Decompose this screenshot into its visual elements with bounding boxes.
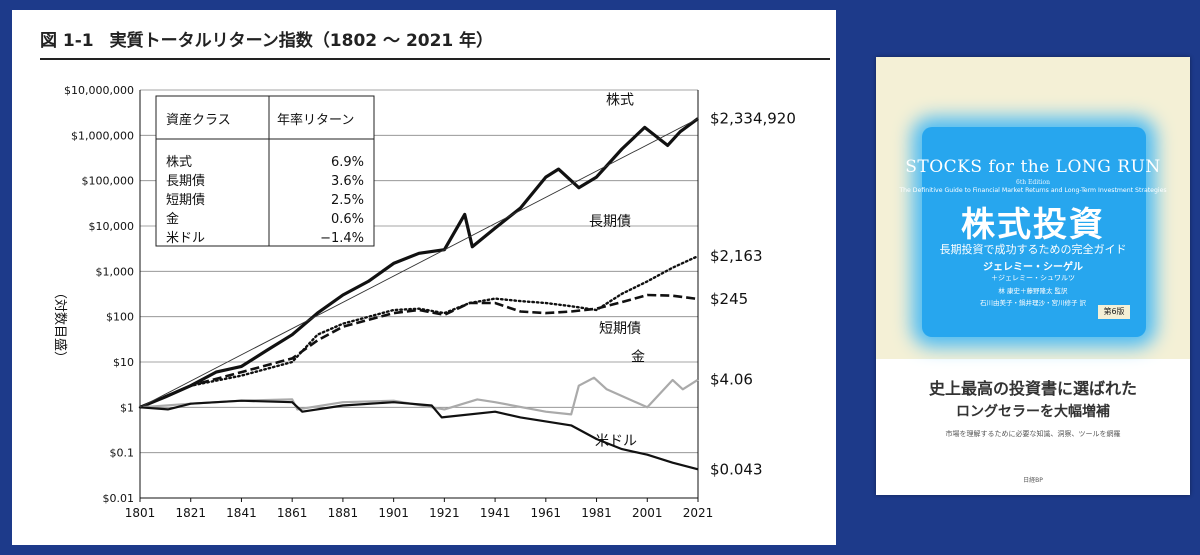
book-description: 市場を理解するために必要な知識、洞察、ツールを網羅 bbox=[945, 430, 1121, 438]
series-group bbox=[138, 117, 700, 471]
table-asset-stocks: 株式 bbox=[166, 155, 192, 170]
table-return-dollar: −1.4% bbox=[320, 231, 364, 246]
x-tick-label: 1901 bbox=[378, 506, 409, 520]
book-title-en: STOCKS for the LONG RUN bbox=[905, 157, 1161, 177]
book-cover: STOCKS for the LONG RUN 6th Edition The … bbox=[876, 57, 1190, 495]
book-title-jp: 株式投資 bbox=[961, 205, 1105, 245]
book-author: ジェレミー・シーゲル bbox=[983, 262, 1083, 273]
y-tick-label: $1 bbox=[120, 401, 134, 414]
table-header-return: 年率リターン bbox=[277, 112, 354, 128]
book-subtitle-jp: 長期投資で成功するための完全ガイド bbox=[939, 243, 1127, 256]
series-name-label: 短期債 bbox=[599, 321, 641, 337]
trend-line bbox=[139, 118, 699, 408]
return-table-box bbox=[155, 95, 375, 247]
figure-title: 図 1-1 実質トータルリターン指数（1802 〜 2021 年） bbox=[40, 24, 830, 60]
x-tick-label: 1841 bbox=[226, 506, 257, 520]
book-translators: 石川由美子・鍋井理沙・宮川修子 訳 bbox=[979, 299, 1087, 307]
x-tick-label: 2001 bbox=[632, 506, 663, 520]
series-line-3 bbox=[139, 376, 699, 416]
book-translators-supervising: 林 康史＋藤野隆太 監訳 bbox=[998, 287, 1068, 295]
return-table: 資産クラス 年率リターン 株式 6.9% 長期債 3.6% 短期債 2.5% 金… bbox=[155, 95, 375, 247]
series-end-value: $4.06 bbox=[710, 371, 753, 389]
table-return-stocks: 6.9% bbox=[331, 155, 364, 170]
book-coauthor: ＋ジェレミー・シュワルツ bbox=[991, 274, 1075, 282]
x-tick-label: 1981 bbox=[581, 506, 612, 520]
table-asset-dollar: 米ドル bbox=[166, 231, 205, 246]
book-catchphrase-2: ロングセラーを大幅増補 bbox=[956, 404, 1110, 420]
table-asset-gold: 金 bbox=[166, 211, 179, 227]
y-axis-label: （対数目盛） bbox=[52, 286, 67, 364]
x-tick-label: 1921 bbox=[429, 506, 460, 520]
series-name-label: 株式 bbox=[606, 93, 634, 109]
book-cover-glow bbox=[922, 127, 1146, 337]
figure-title-text: 実質トータルリターン指数（1802 〜 2021 年） bbox=[109, 31, 494, 51]
chart: $0.01 $0.1 $1 $10 $100 $1,000 $10,000 $100,000 $… bbox=[52, 84, 796, 520]
y-tick-label: $1,000 bbox=[96, 265, 135, 278]
series-name-label: 米ドル bbox=[595, 433, 637, 449]
series-end-value: $2,163 bbox=[710, 247, 763, 265]
y-tick-label: $100,000 bbox=[82, 175, 135, 188]
y-tick-label: $10,000 bbox=[89, 220, 135, 233]
table-header-asset: 資産クラス bbox=[166, 112, 231, 128]
y-tick-label: $0.1 bbox=[110, 447, 135, 460]
book-publisher: 日経BP bbox=[1023, 477, 1043, 484]
x-tick-label: 1821 bbox=[175, 506, 206, 520]
series-end-value: $0.043 bbox=[710, 460, 763, 478]
series-end-value: $245 bbox=[710, 290, 748, 308]
book-catchphrase-1: 史上最高の投資書に選ばれた bbox=[928, 379, 1137, 398]
table-asset-longbond: 長期債 bbox=[166, 174, 205, 189]
x-tick-label: 1881 bbox=[328, 506, 359, 520]
series-labels: 株式 $2,334,920 長期債 $2,163 短期債 $245 金 $4.06 米ドル $0.… bbox=[589, 93, 796, 479]
x-tick-label: 1961 bbox=[531, 506, 562, 520]
series-end-value: $2,334,920 bbox=[710, 110, 796, 128]
y-tick-label: $10,000,000 bbox=[64, 84, 134, 97]
series-name-label: 金 bbox=[631, 350, 645, 366]
x-tick-label: 1801 bbox=[125, 506, 156, 520]
x-tick-label: 1941 bbox=[480, 506, 511, 520]
series-line-4 bbox=[139, 399, 699, 471]
series-line-2 bbox=[139, 293, 699, 409]
book-subtitle-en: The Definitive Guide to Financial Market… bbox=[899, 187, 1167, 194]
figure-panel: 図 1-1 実質トータルリターン指数（1802 〜 2021 年） $0.01 $0… bbox=[12, 10, 836, 545]
series-name-label: 長期債 bbox=[589, 214, 631, 230]
table-return-shortbond: 2.5% bbox=[331, 193, 364, 208]
x-tick-label: 2021 bbox=[683, 506, 714, 520]
figure-number: 図 1-1 bbox=[40, 31, 94, 51]
table-return-gold: 0.6% bbox=[331, 212, 364, 227]
y-tick-label: $0.01 bbox=[103, 492, 135, 505]
table-asset-shortbond: 短期債 bbox=[166, 193, 205, 208]
axes: $0.01 $0.1 $1 $10 $100 $1,000 $10,000 $100,000 $… bbox=[52, 84, 713, 520]
y-tick-label: $100 bbox=[106, 311, 134, 324]
y-tick-label: $1,000,000 bbox=[71, 129, 134, 142]
table-return-longbond: 3.6% bbox=[331, 174, 364, 189]
book-edition-en: 6th Edition bbox=[1016, 179, 1050, 186]
y-tick-label: $10 bbox=[113, 356, 134, 369]
series-line-0 bbox=[139, 117, 699, 409]
x-tick-label: 1861 bbox=[277, 506, 308, 520]
book-edition-badge: 第6版 bbox=[1098, 305, 1130, 319]
